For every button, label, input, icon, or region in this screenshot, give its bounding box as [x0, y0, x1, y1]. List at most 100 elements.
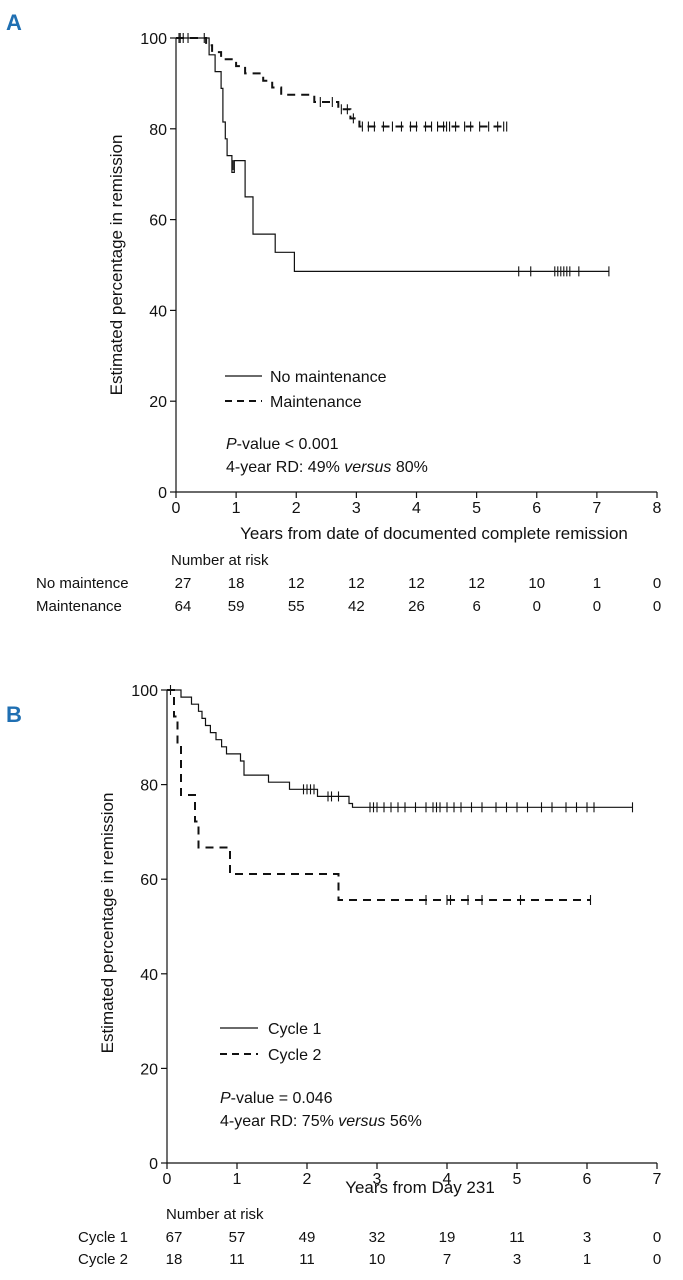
x-tick-label: 2 — [292, 500, 301, 517]
risk-value: 0 — [653, 1229, 661, 1246]
x-tick-label: 0 — [163, 1171, 172, 1188]
survival-curve-cycle-2 — [167, 689, 591, 901]
risk-row-label: Cycle 2 — [78, 1251, 128, 1268]
y-tick-label: 100 — [131, 683, 158, 700]
panel-a-ticks: 0 20 40 60 80 100 0 1 2 3 4 5 6 7 8 — [140, 31, 661, 517]
panel-b: B Estimated percentage in remission Year… — [6, 683, 662, 1268]
panel-b-legend: Cycle 1 Cycle 2 — [220, 1021, 321, 1064]
panel-b-ticks: 0 20 40 60 80 100 0 1 2 3 4 5 6 7 — [131, 683, 661, 1188]
risk-value: 12 — [288, 575, 305, 592]
risk-value: 27 — [175, 575, 192, 592]
risk-value: 55 — [288, 598, 305, 615]
legend-entry-cycle-1: Cycle 1 — [268, 1021, 321, 1038]
risk-value: 12 — [348, 575, 365, 592]
risk-value: 0 — [533, 598, 541, 615]
risk-value: 57 — [229, 1229, 246, 1246]
x-tick-label: 6 — [583, 1171, 592, 1188]
legend-entry-cycle-2: Cycle 2 — [268, 1047, 321, 1064]
y-tick-label: 40 — [149, 303, 167, 320]
panel-a: A Estimated percentage in remission Year… — [6, 10, 662, 615]
risk-value: 18 — [166, 1251, 183, 1268]
legend-entry-no-maintenance: No maintenance — [270, 369, 387, 386]
y-tick-label: 0 — [158, 485, 167, 502]
risk-value: 6 — [472, 598, 480, 615]
y-tick-label: 20 — [140, 1061, 158, 1078]
x-tick-label: 3 — [352, 500, 361, 517]
risk-row-label: Maintenance — [36, 598, 122, 615]
risk-value: 10 — [369, 1251, 386, 1268]
panel-a-risk-values: 27 18 12 12 12 12 10 1 064 59 55 42 26 6 0 0 0 — [175, 575, 662, 615]
risk-value: 67 — [166, 1229, 183, 1246]
x-tick-label: 3 — [373, 1171, 382, 1188]
risk-value: 12 — [408, 575, 425, 592]
risk-value: 11 — [229, 1251, 245, 1268]
x-tick-label: 4 — [443, 1171, 452, 1188]
y-tick-label: 0 — [149, 1156, 158, 1173]
survival-curve-cycle-1 — [167, 689, 633, 808]
risk-value: 59 — [228, 598, 245, 615]
risk-value: 0 — [593, 598, 601, 615]
risk-value: 3 — [583, 1229, 591, 1246]
panel-a-x-axis-label: Years from date of documented complete r… — [240, 524, 628, 543]
survival-curve-maintenance — [176, 37, 507, 128]
x-tick-label: 5 — [513, 1171, 522, 1188]
y-tick-label: 60 — [149, 213, 167, 230]
x-tick-label: 7 — [653, 1171, 662, 1188]
risk-value: 0 — [653, 1251, 661, 1268]
risk-value: 42 — [348, 598, 365, 615]
y-tick-label: 80 — [149, 122, 167, 139]
panel-a-risk-table: Number at risk No maintence Maintenance … — [36, 552, 661, 615]
panel-b-label: B — [6, 702, 22, 727]
panel-b-risk-title: Number at risk — [166, 1206, 264, 1223]
panel-b-x-axis-label: Years from Day 231 — [345, 1178, 495, 1197]
panel-b-y-axis-label: Estimated percentage in remission — [98, 793, 117, 1054]
panel-a-label: A — [6, 10, 22, 35]
risk-value: 11 — [299, 1251, 315, 1268]
x-tick-label: 0 — [172, 500, 181, 517]
panel-b-pvalue: P-value = 0.046 — [220, 1090, 333, 1107]
risk-value: 0 — [653, 575, 661, 592]
y-tick-label: 20 — [149, 394, 167, 411]
panel-b-risk-table: Number at risk Cycle 1 Cycle 2 67 57 49 32 1… — [78, 1206, 661, 1268]
y-tick-label: 100 — [140, 31, 167, 48]
risk-value: 49 — [299, 1229, 316, 1246]
y-tick-label: 80 — [140, 778, 158, 795]
panel-b-series — [167, 685, 634, 906]
risk-value: 7 — [443, 1251, 451, 1268]
risk-value: 32 — [369, 1229, 386, 1246]
risk-value: 0 — [653, 598, 661, 615]
survival-curve-no-maintenance — [176, 37, 609, 272]
legend-entry-maintenance: Maintenance — [270, 394, 362, 411]
risk-value: 3 — [513, 1251, 521, 1268]
panel-b-risk-values: 67 57 49 32 19 11 3 018 11 11 10 7 3 1 0 — [166, 1229, 662, 1268]
x-tick-label: 5 — [472, 500, 481, 517]
risk-value: 11 — [509, 1229, 525, 1246]
panel-b-risk-difference: 4-year RD: 75% versus 56% — [220, 1113, 422, 1130]
panel-a-risk-difference: 4-year RD: 49% versus 80% — [226, 459, 428, 476]
x-tick-label: 2 — [303, 1171, 312, 1188]
x-tick-label: 1 — [232, 500, 241, 517]
risk-value: 1 — [583, 1251, 591, 1268]
risk-row-label: Cycle 1 — [78, 1229, 128, 1246]
risk-value: 18 — [228, 575, 245, 592]
x-tick-label: 7 — [592, 500, 601, 517]
risk-row-label: No maintence — [36, 575, 129, 592]
risk-value: 26 — [408, 598, 425, 615]
panel-a-series — [176, 33, 610, 277]
risk-value: 10 — [528, 575, 545, 592]
panel-a-pvalue: P-value < 0.001 — [226, 436, 339, 453]
risk-value: 19 — [439, 1229, 456, 1246]
x-tick-label: 6 — [532, 500, 541, 517]
x-tick-label: 4 — [412, 500, 421, 517]
risk-value: 64 — [175, 598, 192, 615]
x-tick-label: 1 — [233, 1171, 242, 1188]
x-tick-label: 8 — [653, 500, 662, 517]
panel-a-y-axis-label: Estimated percentage in remission — [107, 135, 126, 396]
panel-a-legend: No maintenance Maintenance — [225, 369, 387, 411]
risk-value: 12 — [468, 575, 485, 592]
y-tick-label: 60 — [140, 872, 158, 889]
panel-a-risk-title: Number at risk — [171, 552, 269, 569]
panel-a-axes — [175, 38, 657, 493]
y-tick-label: 40 — [140, 967, 158, 984]
